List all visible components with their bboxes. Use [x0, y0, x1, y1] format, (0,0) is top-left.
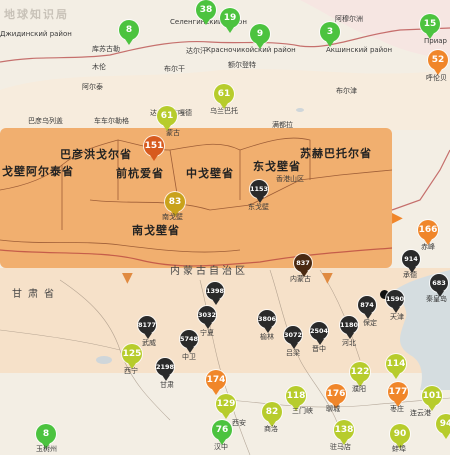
marker[interactable]: 3 — [320, 22, 340, 47]
region-label-omnogovi: 南戈壁省 — [132, 224, 180, 237]
marker[interactable]: 151 — [144, 136, 164, 161]
marker[interactable]: 61 — [214, 84, 234, 109]
marker[interactable]: 176 — [326, 384, 346, 409]
region-label-sukhbaatar: 苏赫巴托尔省 — [300, 147, 372, 160]
marker[interactable]: 874 — [358, 296, 376, 319]
marker[interactable]: 61 — [157, 106, 177, 131]
pan-down-arrow[interactable]: ▼ — [322, 270, 333, 286]
marker[interactable]: 118 — [286, 386, 306, 411]
marker[interactable]: 8177 — [138, 316, 156, 339]
marker[interactable]: 914 — [402, 250, 420, 273]
marker[interactable]: 3072 — [284, 326, 302, 349]
province-label-neimenggu: 内蒙古自治区 — [170, 266, 248, 277]
marker[interactable]: 122 — [350, 362, 370, 387]
marker[interactable]: 683 — [430, 274, 448, 297]
city-dot — [380, 290, 389, 299]
region-label-ovorkhangai: 前杭爱省 — [116, 167, 164, 180]
marker[interactable]: 1590 — [386, 290, 404, 313]
region-label-dundgovi: 中戈壁省 — [186, 167, 234, 180]
marker[interactable]: 3806 — [258, 310, 276, 333]
marker[interactable]: 94 — [436, 414, 450, 439]
marker[interactable]: 15 — [420, 14, 440, 39]
marker[interactable]: 177 — [388, 382, 408, 407]
marker[interactable]: 174 — [206, 370, 226, 395]
marker[interactable]: 2198 — [156, 358, 174, 381]
marker[interactable]: 90 — [390, 424, 410, 449]
marker[interactable]: 2504 — [310, 322, 328, 345]
marker[interactable]: 38 — [196, 0, 216, 25]
marker[interactable]: 8 — [119, 20, 139, 45]
marker[interactable]: 837 — [294, 254, 312, 277]
marker[interactable]: 82 — [262, 402, 282, 427]
marker[interactable]: 5748 — [180, 330, 198, 353]
marker[interactable]: 166 — [418, 220, 438, 245]
marker[interactable]: 83 — [165, 192, 185, 217]
marker[interactable]: 3032 — [198, 306, 216, 329]
marker[interactable]: 8 — [36, 424, 56, 449]
marker[interactable]: 52 — [428, 50, 448, 75]
marker[interactable]: 1398 — [206, 282, 224, 305]
marker[interactable]: 19 — [220, 8, 240, 33]
marker[interactable]: 101 — [422, 386, 442, 411]
marker[interactable]: 1180 — [340, 316, 358, 339]
pan-right-arrow[interactable]: ▶ — [392, 210, 403, 226]
province-label-gansu: 甘肃省 — [12, 289, 60, 300]
marker[interactable]: 76 — [212, 420, 232, 445]
region-label-dornogovi: 东戈壁省 — [253, 160, 301, 173]
marker[interactable]: 138 — [334, 420, 354, 445]
marker[interactable]: 114 — [386, 354, 406, 379]
watermark: 地球知识局 — [4, 8, 69, 21]
region-label-bayankhongor: 巴彦洪戈尔省 — [60, 148, 132, 161]
marker[interactable]: 9 — [250, 24, 270, 49]
highlight-band — [0, 128, 392, 268]
marker[interactable]: 125 — [122, 344, 142, 369]
pan-down-arrow[interactable]: ▼ — [122, 270, 133, 286]
region-label-gobi-altai: 戈壁阿尔泰省 — [2, 165, 74, 178]
marker[interactable]: 1153 — [250, 180, 268, 203]
marker[interactable]: 129 — [216, 394, 236, 419]
